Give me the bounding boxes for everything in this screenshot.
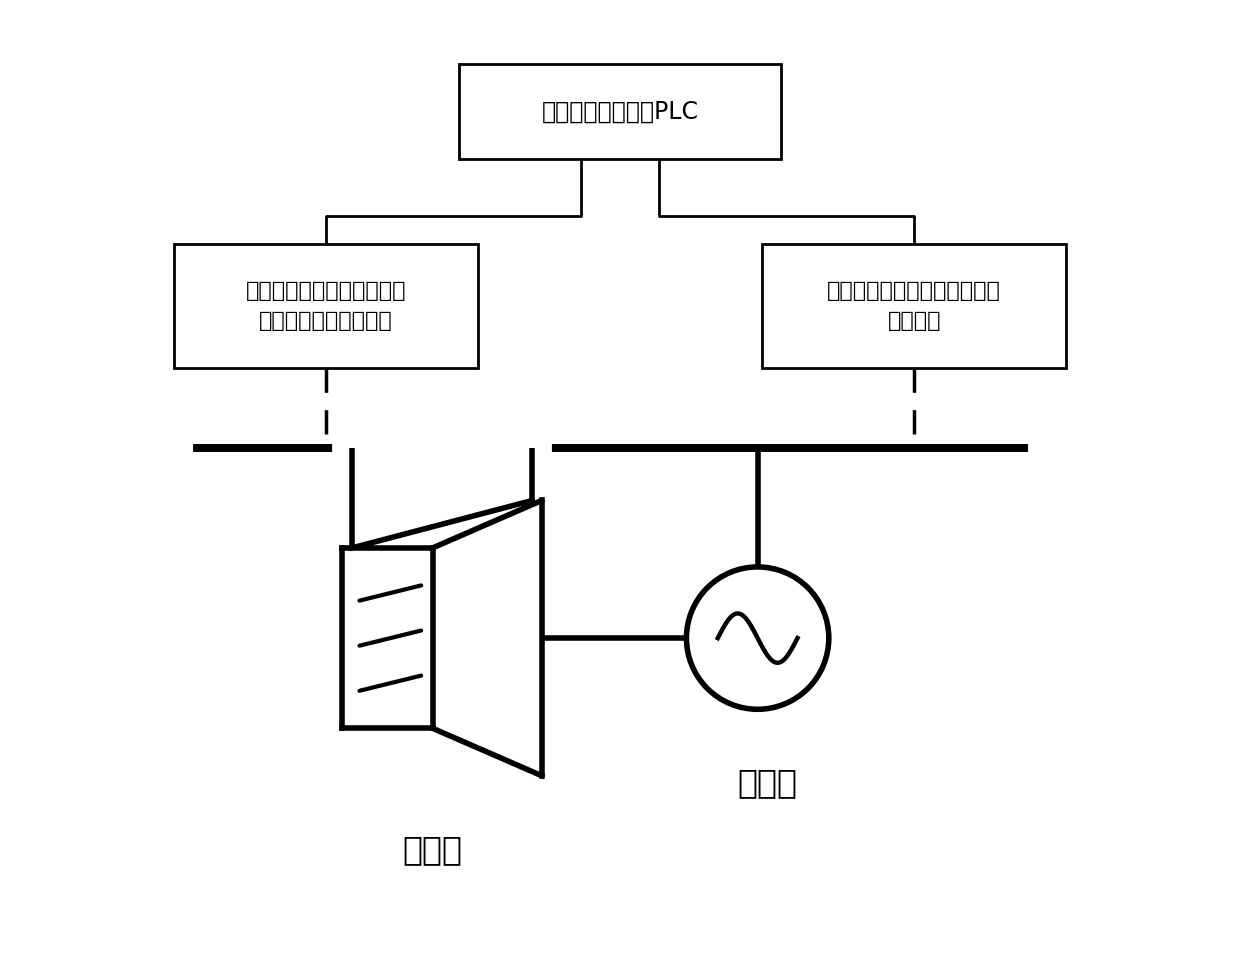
- FancyBboxPatch shape: [459, 64, 781, 159]
- Circle shape: [687, 567, 828, 710]
- Text: 透平机出口温度、压力、功率
等传感器: 透平机出口温度、压力、功率 等传感器: [827, 281, 1001, 330]
- FancyBboxPatch shape: [174, 245, 477, 368]
- Text: 发电机: 发电机: [737, 767, 797, 799]
- FancyBboxPatch shape: [763, 245, 1066, 368]
- Text: 可编程逻辑控制器PLC: 可编程逻辑控制器PLC: [542, 99, 698, 123]
- Text: 透平机入口温度、压力、流
量、粉尘溶度等传感器: 透平机入口温度、压力、流 量、粉尘溶度等传感器: [246, 281, 405, 330]
- Text: 透平机: 透平机: [403, 833, 463, 866]
